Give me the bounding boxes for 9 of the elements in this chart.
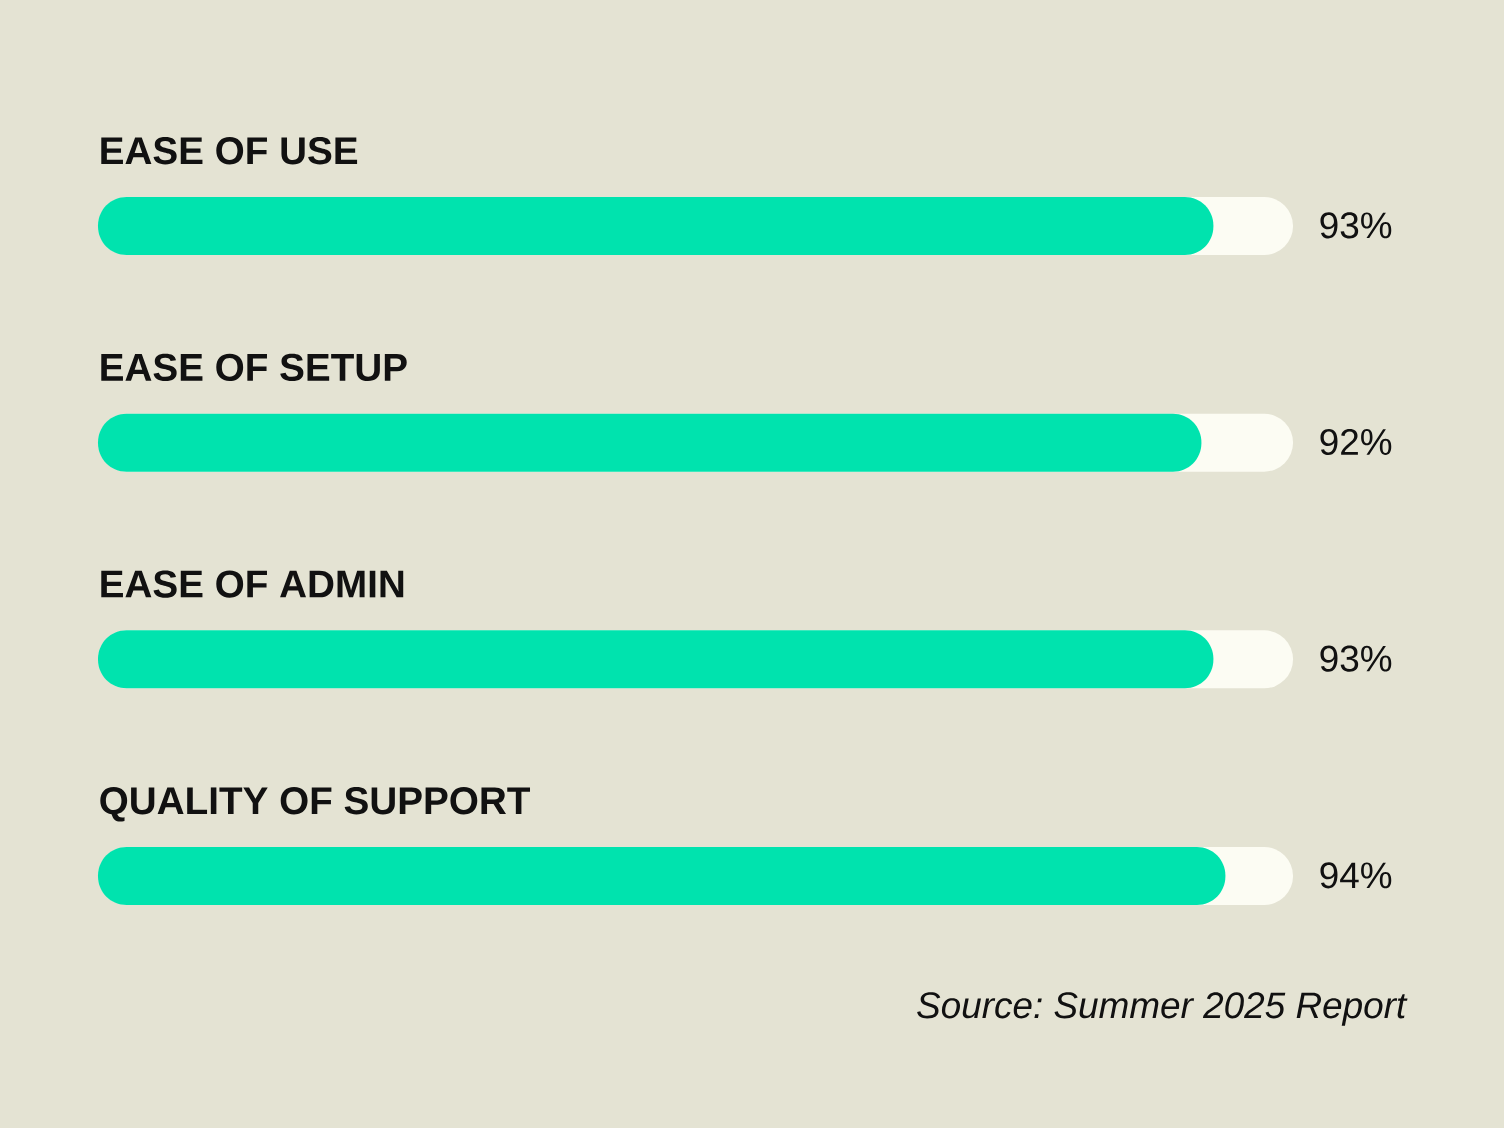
data-label: 93% [1320,645,1392,672]
y-tick-label: EASE OF USE [101,137,358,165]
y-tick-label: EASE OF SETUP [101,353,407,382]
data-label: 93% [1320,212,1392,239]
y-tick-label: EASE OF ADMIN [101,570,404,598]
source-note: Source: Summer 2025 Report [917,992,1408,1026]
y-tick-label: QUALITY OF SUPPORT [100,787,531,822]
data-label: 94% [1320,862,1392,889]
data-label: 92% [1320,428,1392,456]
